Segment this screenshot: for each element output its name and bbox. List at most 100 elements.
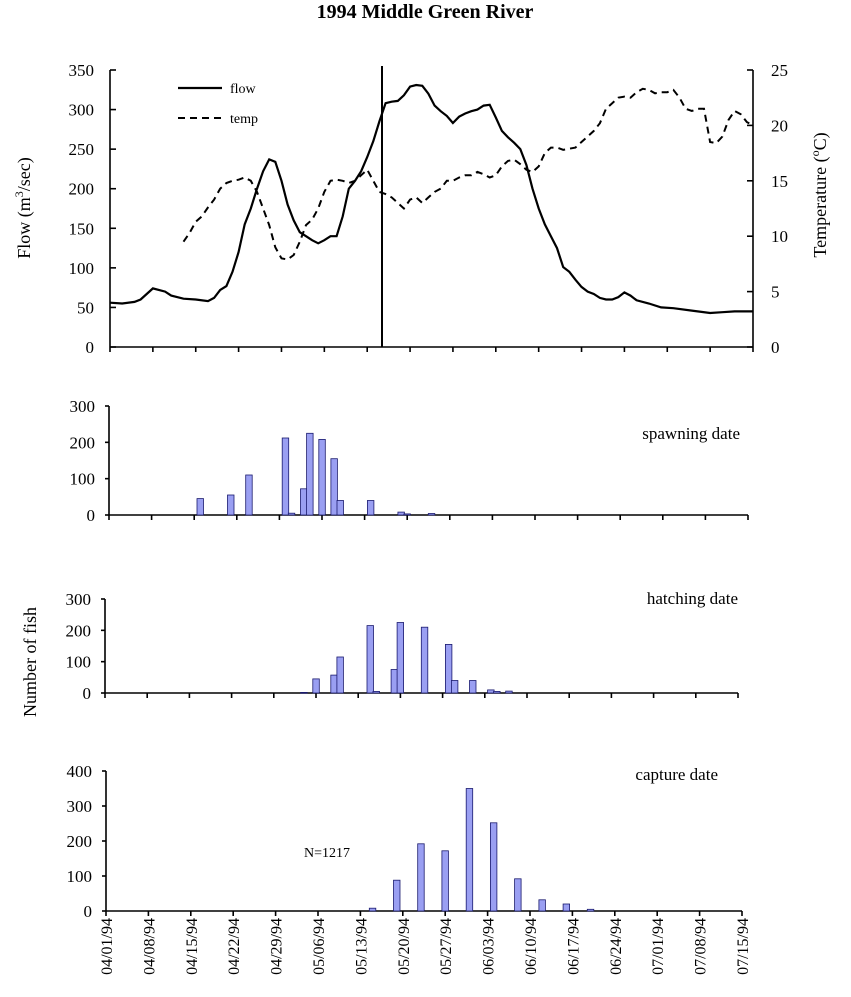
capture-bar [586, 908, 595, 912]
hatching-bar [505, 690, 513, 694]
hatching-date-panel: 0 100 200 300 hatching date [66, 589, 739, 703]
spawning-date-panel: 0 100 200 300 spawning date [70, 397, 749, 525]
hatching-bar [372, 691, 380, 694]
spawning-axis: 0 100 200 300 [70, 397, 749, 525]
x-date-label: 04/15/94 [184, 918, 201, 975]
x-date-label: 06/17/94 [565, 918, 582, 975]
capture-y-tick-label: 100 [67, 867, 93, 886]
hatching-y-tick-label: 200 [66, 621, 92, 640]
legend: flow temp [178, 82, 258, 127]
flow-label-superscript: 3 [12, 191, 26, 197]
hatching-bar [390, 669, 399, 694]
x-date-label: 06/24/94 [608, 918, 625, 975]
spawning-bar [336, 500, 344, 516]
flow-label-part-2: /sec) [14, 157, 35, 191]
spawning-bar [196, 498, 204, 516]
x-date-label: 07/08/94 [693, 918, 710, 975]
hatching-y-tick-label: 0 [83, 684, 92, 703]
temperature-axis-label: Temperature (oC) [808, 132, 831, 257]
flow-y-tick-label: 350 [69, 61, 95, 80]
capture-y-tick-label: 0 [84, 902, 93, 921]
spawning-bar [306, 432, 314, 516]
flow-label-part-1: Flow (m [14, 197, 35, 259]
hatching-bar [330, 674, 338, 694]
temperature-y-tick-label: 20 [771, 116, 788, 135]
temperature-y-tick-label: 25 [771, 61, 788, 80]
temp-label-part-1: Temperature ( [810, 156, 831, 257]
x-date-label: 05/06/94 [311, 918, 328, 975]
sample-size-annotation: N=1217 [304, 846, 350, 861]
spawning-bar [318, 438, 326, 516]
spawning-bar [403, 513, 411, 516]
temp-label-part-2: C) [810, 132, 831, 150]
spawning-bar [397, 511, 405, 516]
x-date-label: 05/27/94 [438, 918, 455, 975]
flow-y-tick-label: 250 [69, 140, 95, 159]
spawning-bar [287, 512, 296, 516]
x-date-label: 06/03/94 [481, 918, 498, 975]
hatching-y-tick-label: 100 [66, 653, 92, 672]
capture-y-tick-label: 200 [67, 832, 93, 851]
hatching-bar [487, 689, 495, 694]
hatching-bar [469, 680, 477, 694]
x-date-label: 05/20/94 [396, 918, 413, 975]
spawning-y-tick-label: 200 [70, 433, 96, 452]
x-date-label: 07/01/94 [650, 918, 667, 975]
flow-y-tick-label: 300 [69, 101, 95, 120]
capture-bar [489, 822, 498, 912]
legend-temp-label: temp [230, 112, 258, 127]
capture-y-tick-label: 300 [67, 797, 93, 816]
hatching-bar [493, 691, 501, 694]
flow-series-line [109, 83, 753, 315]
temperature-y-tick-label: 5 [771, 283, 780, 302]
x-date-label: 04/22/94 [226, 918, 243, 975]
flow-axis-label: Flow (m3/sec) [12, 157, 35, 259]
x-date-label: 06/10/94 [523, 918, 540, 975]
flow-temperature-panel: 0 50 100 150 200 250 300 350 0 5 10 15 20 25 flow tem… [12, 61, 831, 357]
capture-y-tick-label: 400 [67, 762, 93, 781]
spawning-bar [366, 500, 375, 516]
flow-y-tick-label: 100 [69, 259, 95, 278]
hatching-bar [300, 692, 308, 694]
x-date-label: 04/01/94 [99, 918, 116, 975]
flow-y-tick-label: 50 [77, 298, 94, 317]
x-date-label: 04/08/94 [141, 918, 158, 975]
capture-bar [514, 878, 522, 912]
flow-y-tick-label: 200 [69, 180, 95, 199]
chart-title: 1994 Middle Green River [317, 1, 534, 23]
capture-bar [368, 907, 377, 912]
capture-bars [368, 788, 595, 912]
temperature-y-tick-label: 10 [771, 227, 788, 246]
x-axis-date-labels: 04/01/94 04/08/94 04/15/94 04/22/94 04/29/94… [99, 918, 752, 975]
capture-bar [538, 899, 546, 912]
x-date-label: 04/29/94 [269, 918, 286, 975]
temperature-y-tick-label: 0 [771, 338, 780, 357]
x-date-label: 07/15/94 [735, 918, 752, 975]
hatching-bar [450, 680, 459, 694]
temperature-y-tick-label: 15 [771, 172, 788, 191]
spawning-bar [330, 458, 338, 516]
capture-date-panel: 0 100 200 300 400 capture date N=1217 [67, 762, 743, 921]
spawning-bar [281, 437, 290, 516]
spawning-date-label: spawning date [642, 424, 740, 443]
hatching-bar [312, 678, 320, 694]
hatching-bar [396, 622, 405, 694]
spawning-bars [196, 432, 436, 516]
spawning-bar [227, 494, 235, 516]
spawning-bar [427, 513, 436, 516]
flow-y-tick-label: 0 [86, 338, 95, 357]
flow-axis-ticks: 0 50 100 150 200 250 300 350 0 5 10 15 20 25 [69, 61, 789, 357]
hatching-bar [420, 626, 429, 694]
capture-bar [393, 879, 401, 912]
capture-bar [465, 788, 474, 912]
hatching-bar [444, 644, 453, 694]
spawning-y-tick-label: 300 [70, 397, 96, 416]
hatching-y-tick-label: 300 [66, 590, 92, 609]
capture-bar [441, 850, 449, 912]
capture-bar [417, 843, 425, 912]
legend-flow-label: flow [230, 82, 257, 97]
temp-label-superscript: o [808, 150, 822, 156]
capture-axis: 0 100 200 300 400 [67, 762, 743, 921]
capture-date-label: capture date [635, 765, 718, 784]
